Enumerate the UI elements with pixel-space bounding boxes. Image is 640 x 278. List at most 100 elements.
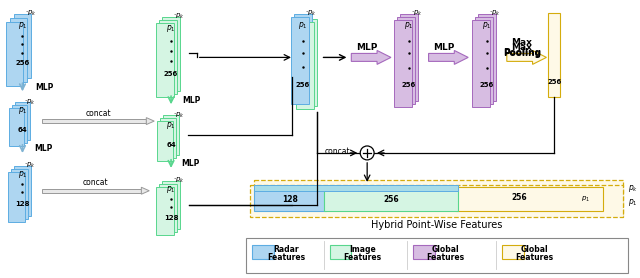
Text: 256: 256 [402,82,416,88]
Text: Features: Features [515,253,554,262]
Text: 128: 128 [164,215,179,221]
Bar [246,237,628,273]
Text: 256: 256 [164,71,178,77]
Bar [163,115,179,155]
Bar [397,17,415,104]
Bar [296,22,314,109]
Text: MLP: MLP [356,43,377,52]
Text: $p_1$: $p_1$ [580,195,589,204]
Text: Global: Global [521,245,548,254]
Text: Radar: Radar [273,245,299,254]
Text: MLP: MLP [35,83,54,92]
Text: Features: Features [267,253,305,262]
Text: Features: Features [426,253,465,262]
Text: $p_1$: $p_1$ [18,169,28,180]
Text: 256: 256 [547,79,561,85]
Bar [394,20,412,107]
Bar [156,23,174,97]
Text: $p_1$: $p_1$ [628,197,637,208]
Text: $\cdot p_k$: $\cdot p_k$ [173,111,185,120]
Text: 256: 256 [480,82,494,88]
Bar [502,245,524,259]
Text: MLP: MLP [181,159,199,168]
Text: $p_1$: $p_1$ [18,105,28,116]
Circle shape [360,146,374,160]
Text: MLP: MLP [433,43,454,52]
Text: $p_1$: $p_1$ [18,20,28,31]
Bar [42,189,141,193]
Bar [162,181,180,229]
Text: Hybrid Point-Wise Features: Hybrid Point-Wise Features [371,220,502,230]
Bar [10,18,28,82]
Text: $\cdot p_k$: $\cdot p_k$ [173,12,185,21]
Text: 256: 256 [296,82,310,88]
Text: $p_1$: $p_1$ [482,20,492,31]
Bar [299,19,317,106]
Text: 256: 256 [512,193,527,202]
Bar [157,121,173,161]
Text: $p_1$: $p_1$ [166,23,176,34]
Bar [160,118,176,158]
Bar [330,245,351,259]
Text: $\cdot p_k$: $\cdot p_k$ [24,161,36,170]
Text: $\cdot p_k$: $\cdot p_k$ [26,9,37,18]
FancyArrow shape [507,50,547,64]
Bar [254,180,623,216]
Bar [13,166,31,216]
Text: $\cdot p_k$: $\cdot p_k$ [305,9,316,18]
Text: Max: Max [511,43,532,52]
Bar [156,187,174,235]
Bar [42,119,147,123]
Bar [159,184,177,232]
Text: MLP: MLP [182,96,200,105]
Text: $\cdot p_k$: $\cdot p_k$ [173,176,185,185]
Text: $p_1$: $p_1$ [298,20,308,31]
Text: $p_k$: $p_k$ [628,183,638,194]
Text: $\cdot p_k$: $\cdot p_k$ [24,98,36,107]
Bar [475,17,493,104]
Bar [413,245,435,259]
Bar [324,189,458,211]
Text: concat: concat [83,178,109,187]
Bar [254,189,326,211]
Bar [250,185,623,217]
Bar [15,102,31,140]
Text: 64: 64 [166,142,176,148]
Text: 128: 128 [282,195,298,204]
Text: 256: 256 [383,195,399,204]
Text: 256: 256 [15,60,29,66]
Bar [252,245,274,259]
Text: $p_1$: $p_1$ [166,120,176,131]
Text: $\cdot p_k$: $\cdot p_k$ [489,9,500,18]
Bar [13,14,31,78]
Bar [400,14,418,101]
Bar [472,20,490,107]
Bar [478,14,496,101]
Bar [159,20,177,94]
Text: Pooling: Pooling [502,49,541,58]
Bar [8,108,24,146]
Text: MLP: MLP [35,145,52,153]
Text: concat: concat [324,147,350,157]
Polygon shape [147,118,154,125]
Text: Global: Global [431,245,460,254]
Bar [294,14,312,101]
Bar [6,22,24,86]
Bar [12,105,28,143]
FancyArrow shape [351,50,391,64]
Bar [548,13,560,97]
Bar [254,185,458,191]
Bar [8,172,26,222]
Text: Image: Image [349,245,376,254]
Text: Max
Pooling: Max Pooling [503,38,541,57]
Text: 128: 128 [15,201,29,207]
Text: $p_1$: $p_1$ [166,184,176,195]
Text: Features: Features [343,253,381,262]
Text: $\cdot p_k$: $\cdot p_k$ [411,9,422,18]
Bar [456,187,603,211]
Bar [291,17,308,104]
Text: concat: concat [86,109,111,118]
Bar [11,169,28,219]
Text: 64: 64 [18,127,28,133]
Bar [162,17,180,91]
